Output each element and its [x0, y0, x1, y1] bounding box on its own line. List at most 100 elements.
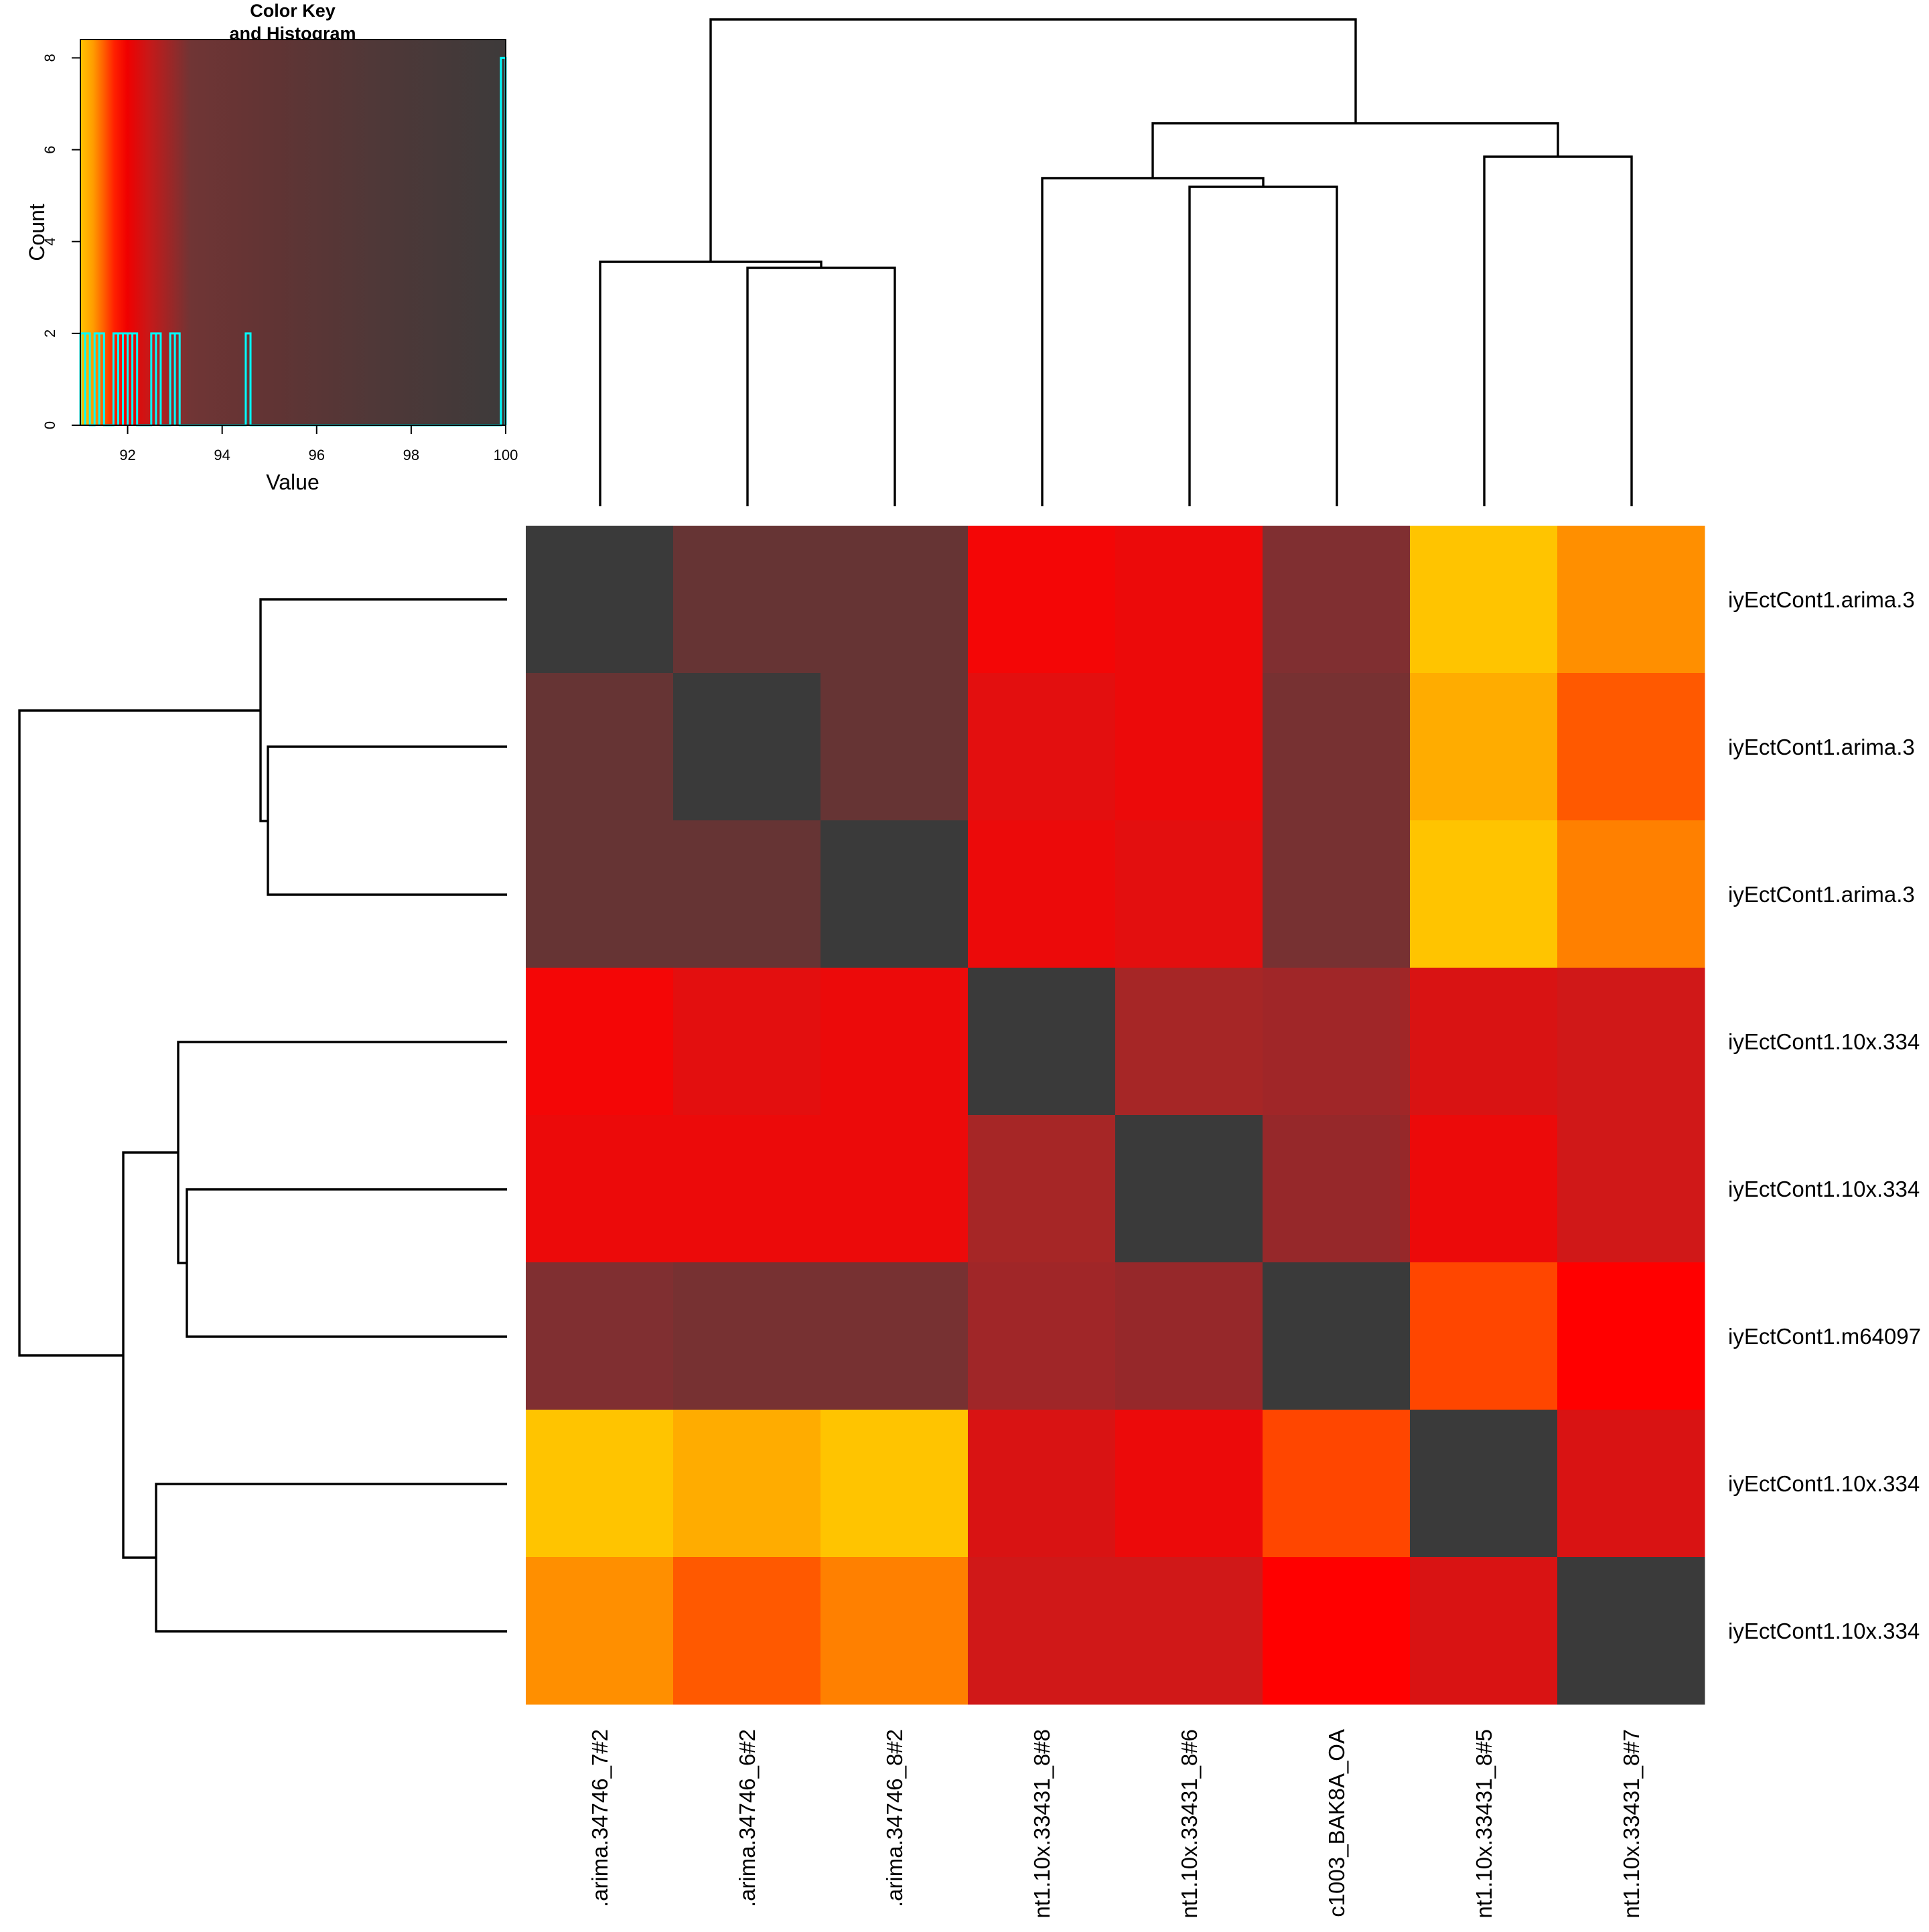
column-label: nt1.10x.33431_8#5: [1472, 1729, 1496, 1919]
heatmap-cell: [1557, 968, 1705, 1116]
heatmap-cell: [1263, 1262, 1411, 1410]
color-key-title-1: Color Key: [250, 1, 336, 21]
heatmap-cell: [1557, 526, 1705, 674]
x-tick-label: 96: [309, 447, 325, 463]
col-dendro-branch-7: [709, 18, 1357, 262]
heatmap-cell: [526, 1410, 674, 1558]
heatmap-cell: [968, 968, 1116, 1116]
col-dendro-branch-1: [746, 267, 896, 506]
row-dendro-branch-6: [122, 1151, 178, 1559]
heatmap-cell: [1263, 526, 1411, 674]
heatmap-cell: [1263, 1115, 1411, 1263]
y-tick-label: 0: [42, 421, 58, 429]
heatmap-cell: [1115, 673, 1263, 821]
heatmap-cell: [1410, 1262, 1558, 1410]
x-tick-label: 94: [214, 447, 230, 463]
heatmap-cell: [820, 1557, 969, 1705]
heatmap-cell: [526, 673, 674, 821]
heatmap-cell: [526, 1557, 674, 1705]
column-label: nt1.10x.33431_8#7: [1619, 1729, 1644, 1919]
heatmap-cell: [968, 1115, 1116, 1263]
heatmap-cell: [526, 820, 674, 968]
heatmap-cell: [820, 1262, 969, 1410]
heatmap-cell: [673, 526, 821, 674]
x-tick-label: 92: [119, 447, 135, 463]
heatmap-cell: [968, 673, 1116, 821]
y-tick-label: 8: [42, 54, 58, 62]
column-label: .arima.34746_8#2: [882, 1729, 907, 1907]
heatmap-cell: [1263, 1557, 1411, 1705]
y-tick-label: 6: [42, 145, 58, 153]
row-label: iyEctCont1.10x.334: [1728, 1471, 1920, 1496]
row-label: iyEctCont1.10x.334: [1728, 1029, 1920, 1054]
heatmap-cell: [1410, 1410, 1558, 1558]
heatmap-cell: [820, 1410, 969, 1558]
column-label: nt1.10x.33431_8#8: [1029, 1729, 1054, 1919]
row-labels: iyEctCont1.arima.3 iyEctCont1.arima.3 iyEc…: [1728, 587, 1921, 1643]
column-dendrogram: [599, 18, 1633, 506]
heatmap-cell: [1115, 820, 1263, 968]
column-label: nt1.10x.33431_8#6: [1177, 1729, 1202, 1919]
column-label: .arima.34746_6#2: [735, 1729, 760, 1907]
col-dendro-branch-6: [1151, 122, 1559, 178]
heatmap-cell: [1115, 1410, 1263, 1558]
heatmap-cell: [820, 526, 969, 674]
x-tick-label: 98: [403, 447, 419, 463]
heatmap-cell: [673, 1410, 821, 1558]
heatmap-cell: [968, 1557, 1116, 1705]
heatmap-cells: [526, 526, 1705, 1705]
heatmap-cell: [1557, 1115, 1705, 1263]
color-key-y-axis: 0 2 4 6 8: [42, 54, 81, 429]
row-label: iyEctCont1.10x.334: [1728, 1177, 1920, 1201]
heatmap-cell: [526, 1262, 674, 1410]
heatmap-cell: [1263, 820, 1411, 968]
heatmap-cell: [820, 1115, 969, 1263]
row-label: iyEctCont1.arima.3: [1728, 735, 1915, 759]
col-dendro-branch-2: [599, 261, 823, 506]
row-label: iyEctCont1.arima.3: [1728, 587, 1915, 612]
heatmap-cell: [1115, 1115, 1263, 1263]
col-dendro-branch-4: [1041, 177, 1265, 506]
column-label: .arima.34746_7#2: [587, 1729, 612, 1907]
heatmap-cell: [1263, 673, 1411, 821]
heatmap-cell: [968, 526, 1116, 674]
heatmap-cell: [1410, 1115, 1558, 1263]
row-dendro-branch-4: [177, 1041, 507, 1264]
column-labels: .arima.34746_7#2 .arima.34746_6#2 .arima.3…: [587, 1729, 1644, 1919]
heatmap-cell: [1557, 1410, 1705, 1558]
heatmap-cell: [820, 820, 969, 968]
x-tick-label: 100: [494, 447, 518, 463]
heatmap-cell: [1410, 820, 1558, 968]
heatmap-cell: [673, 968, 821, 1116]
heatmap-cell: [1115, 968, 1263, 1116]
heatmap-cell: [968, 1410, 1116, 1558]
column-label: c1003_BAK8A_OA: [1324, 1729, 1349, 1917]
heatmap-cell: [673, 1115, 821, 1263]
histogram-line: [79, 56, 507, 427]
heatmap-cell: [526, 968, 674, 1116]
heatmap-cell: [820, 968, 969, 1116]
heatmap-cell: [1410, 673, 1558, 821]
row-dendro-branch-5: [155, 1483, 507, 1633]
heatmap-cell: [1115, 1262, 1263, 1410]
color-key-gradient: [80, 40, 506, 425]
row-dendro-branch-7: [18, 709, 261, 1357]
y-tick-label: 2: [42, 329, 58, 338]
color-key-y-label: Count: [25, 204, 49, 261]
heatmap-cell: [968, 1262, 1116, 1410]
row-dendro-branch-2: [259, 598, 507, 822]
heatmap-cell: [673, 1262, 821, 1410]
heatmap-cell: [1557, 820, 1705, 968]
row-dendro-branch-3: [186, 1188, 507, 1338]
heatmap-cell: [673, 820, 821, 968]
heatmap-cell: [1557, 673, 1705, 821]
heatmap-cell: [1410, 526, 1558, 674]
heatmap-cell: [526, 526, 674, 674]
color-key-x-label: Value: [266, 470, 319, 494]
row-dendro-branch-1: [267, 745, 507, 896]
heatmap-cell: [1557, 1262, 1705, 1410]
row-label: iyEctCont1.arima.3: [1728, 882, 1915, 907]
heatmap-cell: [526, 1115, 674, 1263]
